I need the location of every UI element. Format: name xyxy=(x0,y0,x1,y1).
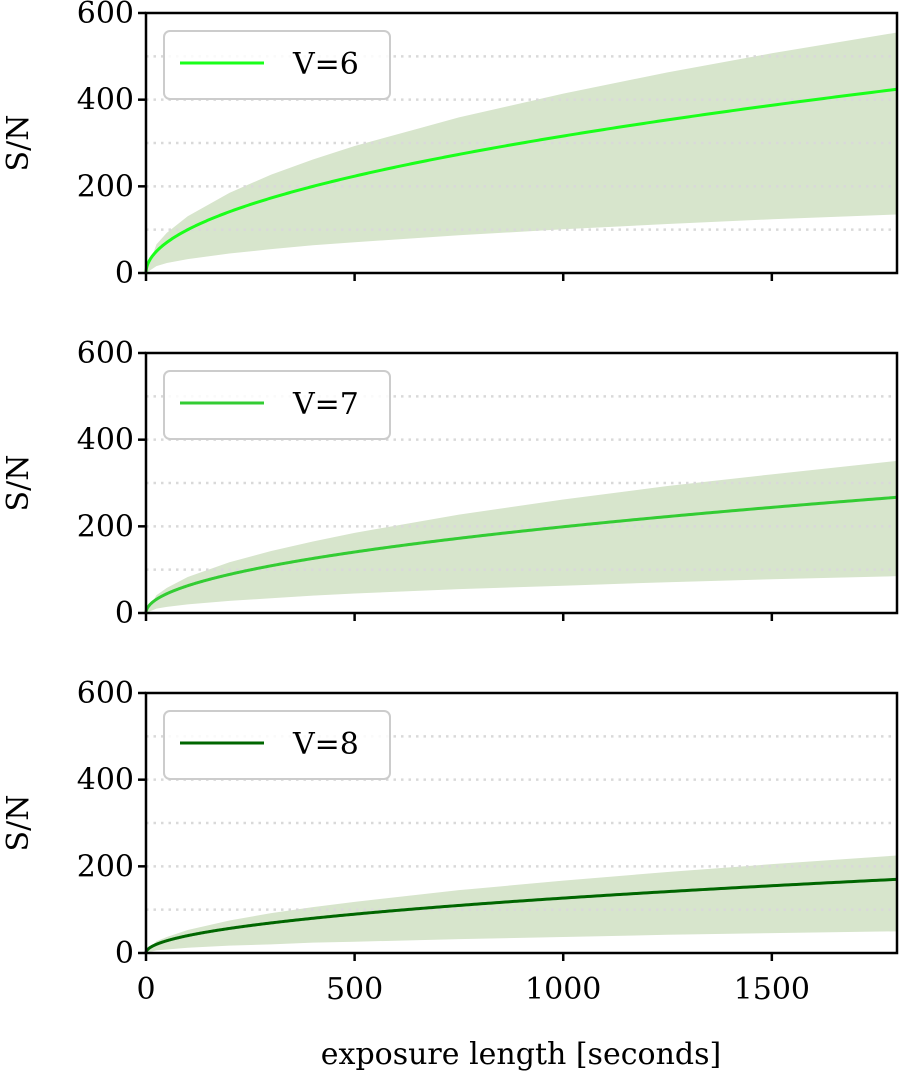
legend: V=6 xyxy=(163,30,391,100)
y-tick-label: 200 xyxy=(77,849,134,884)
y-tick-label: 400 xyxy=(77,423,134,458)
subplot-v6: 0 200 400 600 S/N V=6 xyxy=(1,0,899,291)
y-axis-label: S/N xyxy=(1,455,36,512)
legend-box xyxy=(163,710,391,780)
subplot-v7: 0 200 400 600 S/N V=7 xyxy=(1,336,899,631)
axes-frame xyxy=(144,351,899,615)
series-line-v7 xyxy=(144,495,898,614)
subplot-v8: 0 200 400 600 0 500 1000 1500 S/N V=8 xyxy=(1,676,899,1007)
uncertainty-band xyxy=(146,460,897,613)
uncertainty-band xyxy=(146,32,897,273)
x-axis-label: exposure length [seconds] xyxy=(321,1037,721,1072)
legend-label: V=6 xyxy=(292,47,359,82)
x-tick-label: 500 xyxy=(326,972,383,1007)
y-tick-label: 0 xyxy=(115,936,134,971)
y-tick-label: 400 xyxy=(77,763,134,798)
series-line-v6 xyxy=(144,87,898,274)
y-tick-label: 200 xyxy=(77,509,134,544)
legend-label: V=8 xyxy=(292,727,359,762)
y-tick-label: 600 xyxy=(77,336,134,371)
axes-frame xyxy=(144,691,899,955)
legend-box xyxy=(163,370,391,440)
y-tick-label: 400 xyxy=(77,83,134,118)
legend-label: V=7 xyxy=(292,387,359,422)
legend-box xyxy=(163,30,391,100)
y-tick-label: 600 xyxy=(77,676,134,711)
legend: V=8 xyxy=(163,710,391,780)
x-tick-label: 1000 xyxy=(525,972,601,1007)
y-axis-label: S/N xyxy=(1,795,36,852)
y-tick-label: 0 xyxy=(115,256,134,291)
y-axis-label: S/N xyxy=(1,115,36,172)
x-tick-label: 1500 xyxy=(734,972,810,1007)
legend: V=7 xyxy=(163,370,391,440)
series-line-v8 xyxy=(144,877,898,954)
uncertainty-band xyxy=(146,855,897,953)
y-tick-label: 200 xyxy=(77,169,134,204)
x-tick-label: 0 xyxy=(136,972,155,1007)
y-tick-label: 600 xyxy=(77,0,134,31)
y-tick-label: 0 xyxy=(115,596,134,631)
axes-frame xyxy=(144,11,899,275)
